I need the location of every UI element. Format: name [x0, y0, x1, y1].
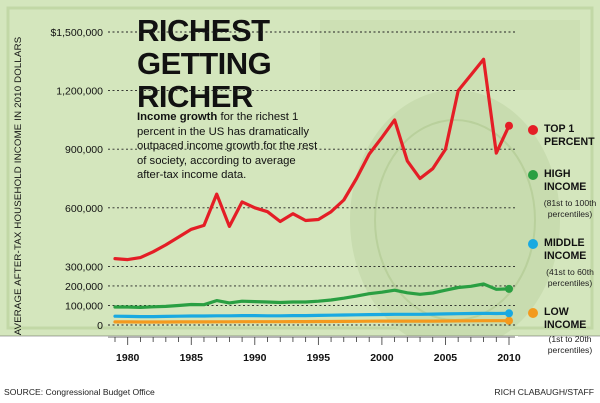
series-line — [113, 57, 511, 262]
series-line — [113, 282, 511, 309]
x-tick-label: 1985 — [180, 352, 204, 364]
series-line — [113, 319, 511, 324]
legend-dot-top-1 — [528, 125, 538, 135]
x-tick-label: 2005 — [434, 352, 458, 364]
legend-dot-low — [528, 308, 538, 318]
x-tick-label: 1995 — [307, 352, 331, 364]
legend-label-top-1: TOP 1 PERCENT — [544, 123, 595, 148]
credit-note: RICH CLABAUGH/STAFF — [494, 387, 594, 397]
chart-description: Income growth for the richest 1 percent … — [137, 110, 319, 183]
legend-label-high: HIGH INCOME — [544, 168, 587, 193]
source-note: SOURCE: Congressional Budget Office — [4, 387, 155, 397]
y-tick-label: 100,000 — [65, 300, 103, 312]
legend-label-low: LOW INCOME — [544, 306, 587, 331]
y-tick-label: 1,200,000 — [56, 86, 103, 98]
y-tick-label: 200,000 — [65, 281, 103, 293]
legend-sub-middle: (41st to 60th percentiles) — [546, 267, 594, 288]
legend-label-middle: MIDDLE INCOME — [544, 237, 587, 262]
x-axis-band — [108, 336, 518, 370]
title-line-3: RICHER — [137, 79, 253, 114]
series-line — [113, 311, 511, 319]
y-tick-label: 300,000 — [65, 261, 103, 273]
legend-sub-high: (81st to 100th percentiles) — [543, 198, 597, 219]
title-line-2: GETTING — [137, 46, 272, 81]
x-tick-label: 2000 — [370, 352, 394, 364]
series-end-point — [505, 309, 513, 318]
description-text: for the richest 1 percent in the US has … — [137, 111, 318, 182]
x-tick-label: 1990 — [243, 352, 267, 364]
legend-sub-low: (1st to 20th percentiles) — [547, 334, 593, 355]
legend-dot-middle — [528, 239, 538, 249]
legend-dot-high — [528, 170, 538, 180]
series-end-point — [505, 284, 513, 293]
x-tick-label: 2010 — [497, 352, 521, 364]
x-tick-label: 1980 — [116, 352, 140, 364]
y-tick-label: $1,500,000 — [50, 27, 103, 39]
y-tick-label: 900,000 — [65, 144, 103, 156]
title-line-1: RICHEST — [137, 13, 270, 48]
chart-title: RICHEST GETTING RICHER — [137, 14, 277, 113]
y-tick-label: 0 — [97, 320, 103, 332]
series-end-point — [505, 121, 513, 130]
y-tick-label: 600,000 — [65, 203, 103, 215]
description-lead: Income growth — [137, 111, 218, 123]
series-end-point — [505, 316, 513, 325]
